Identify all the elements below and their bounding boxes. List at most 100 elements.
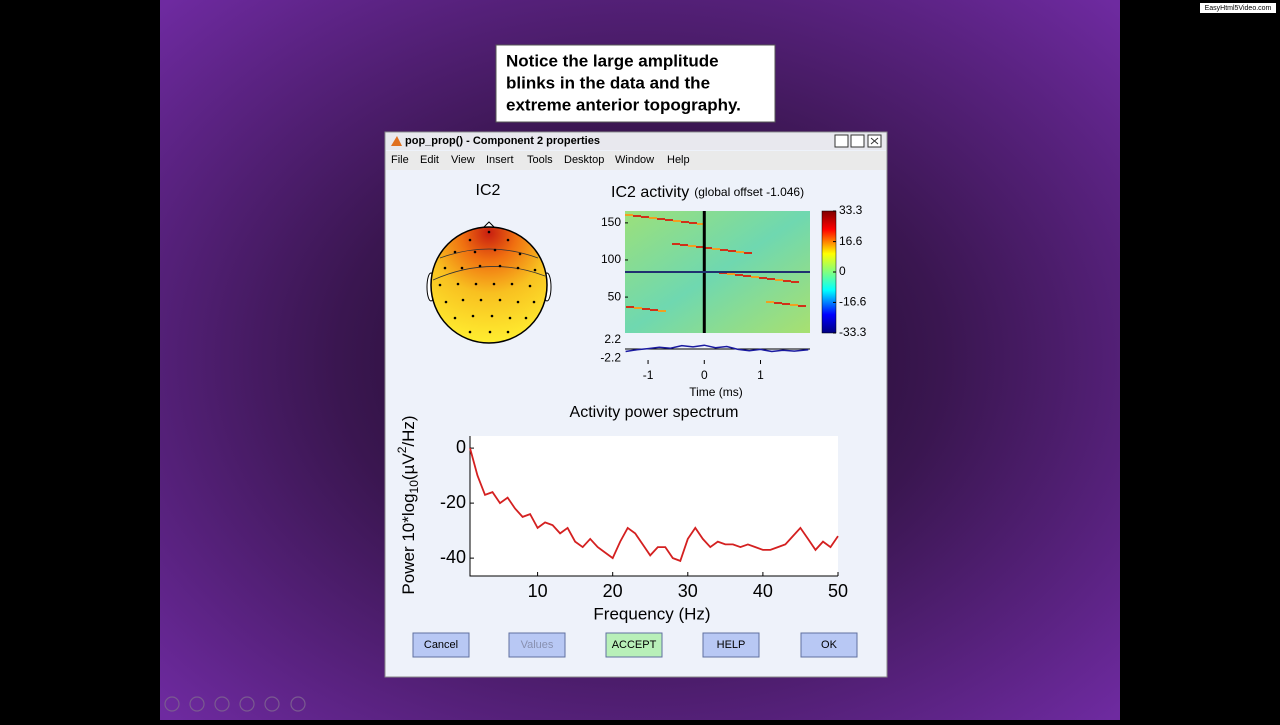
blink-streak (728, 250, 736, 252)
y-tick-label: -20 (440, 492, 466, 512)
blink-streak (766, 301, 774, 303)
topo-title: IC2 (476, 182, 501, 199)
electrode (528, 284, 532, 288)
blink-streak (681, 221, 689, 223)
electrode (506, 330, 510, 334)
menu-item[interactable]: View (451, 154, 475, 166)
callout-line: extreme anterior topography. (506, 95, 741, 114)
blink-streak (688, 245, 696, 247)
next-icon[interactable] (189, 696, 205, 712)
button[interactable] (702, 632, 760, 658)
electrode (461, 298, 465, 302)
erp-trace (625, 344, 809, 353)
menu-item[interactable]: Help (667, 154, 690, 166)
blink-streak (782, 303, 790, 305)
y-tick-label: 150 (601, 215, 621, 229)
electrode (488, 330, 492, 334)
blink-streak (649, 217, 657, 219)
watermark: EasyHtml5Video.com (1205, 5, 1272, 12)
blink-streak (633, 215, 641, 217)
topo-plot (426, 221, 552, 344)
colorbar-label: 16.6 (839, 234, 863, 248)
button[interactable] (412, 632, 470, 658)
erp-title-main: IC2 activity (611, 184, 689, 201)
spectrum-chart: Activity power spectrum 0 -20 -40 10 20 30 40 50… (395, 404, 848, 623)
colorbar-label: -33.3 (839, 325, 867, 339)
blink-streak (642, 308, 650, 310)
y-tick-label: -40 (440, 547, 466, 567)
button-label: ACCEPT (612, 639, 657, 651)
minimize[interactable] (834, 134, 849, 148)
electrode (478, 264, 482, 268)
blink-streak (634, 307, 642, 309)
electrode (443, 266, 447, 270)
electrode (474, 282, 478, 286)
button[interactable] (508, 632, 566, 658)
window-title: pop_prop() - Component 2 properties (405, 135, 600, 147)
blink-streak (720, 249, 728, 251)
menu-item[interactable]: Insert (486, 154, 514, 166)
blink-streak (650, 309, 658, 311)
menu-item[interactable]: Window (615, 154, 654, 166)
electrode (456, 282, 460, 286)
blink-streak (751, 276, 759, 278)
blink-streak (689, 222, 697, 224)
callout-line: blinks in the data and the (506, 73, 710, 92)
callout-line: Notice the large amplitude (506, 51, 719, 70)
blink-streak (774, 302, 782, 304)
button[interactable] (605, 632, 663, 658)
y-label-text: Power 10*log (399, 493, 418, 594)
blink-streak (775, 279, 783, 281)
x-tick-label: 0 (701, 368, 708, 382)
electrode (524, 316, 528, 320)
electrode (453, 250, 457, 254)
blink-streak (767, 278, 775, 280)
x-tick-label: -1 (643, 368, 654, 382)
button-label: HELP (717, 639, 746, 651)
blink-streak (759, 277, 767, 279)
callout: Notice the large amplitude blinks in the … (506, 51, 741, 114)
prev-icon[interactable] (164, 696, 180, 712)
blink-streak (696, 246, 704, 248)
electrode (506, 238, 510, 242)
app-icon (391, 136, 402, 146)
blink-streak (735, 274, 743, 276)
y-tick-label: 100 (601, 252, 621, 266)
menu-item[interactable]: File (391, 154, 409, 166)
blink-streak (712, 248, 720, 250)
electrode (460, 266, 464, 270)
callout-box (495, 44, 776, 123)
colorbar-label: 33.3 (839, 203, 863, 217)
buttons: Cancel Values ACCEPT HELP OK (412, 632, 858, 658)
erp-tick-label: -2.2 (600, 350, 621, 364)
window-controls (834, 134, 882, 148)
contours (432, 248, 546, 281)
erp-image: IC2 activity (global offset -1.046)501001… (600, 184, 866, 399)
electrode (468, 330, 472, 334)
slides-icon[interactable] (239, 696, 255, 712)
pen-icon[interactable] (214, 696, 230, 712)
head (430, 226, 548, 344)
x-tick-label: 40 (753, 581, 773, 601)
blink-streak (673, 220, 681, 222)
colorbar-label: 0 (839, 264, 846, 278)
axes (469, 436, 838, 577)
electrodes (438, 230, 537, 334)
menu-item[interactable]: Tools (527, 154, 553, 166)
button[interactable] (800, 632, 858, 658)
erp-tick-label: 2.2 (604, 332, 621, 346)
blink-streak (626, 306, 634, 308)
more-icon[interactable] (290, 696, 306, 712)
electrode (498, 298, 502, 302)
colorbar-label: -16.6 (839, 295, 867, 309)
zoom-icon[interactable] (264, 696, 280, 712)
maximize[interactable] (850, 134, 865, 148)
electrode (473, 250, 477, 254)
menu-item[interactable]: Desktop (564, 154, 604, 166)
electrode (533, 268, 537, 272)
blink-streak (657, 218, 665, 220)
blink-streak (625, 214, 633, 216)
blink-streak (791, 281, 799, 283)
menu-item[interactable]: Edit (420, 154, 439, 166)
